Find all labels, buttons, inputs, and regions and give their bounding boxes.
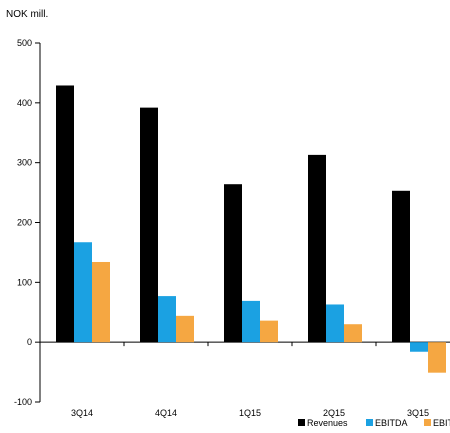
- y-tick-label: 100: [17, 277, 32, 287]
- x-tick-label: 4Q14: [155, 408, 177, 418]
- y-tick-label: 0: [27, 337, 32, 347]
- x-tick-label: 2Q15: [323, 408, 345, 418]
- bar-ebit-2q15: [344, 324, 362, 342]
- bar-ebitda-3q15: [410, 342, 428, 352]
- bar-revenues-3q14: [56, 85, 74, 342]
- bar-revenues-2q15: [308, 155, 326, 342]
- y-tick-label: 400: [17, 98, 32, 108]
- bar-ebit-3q15: [428, 342, 446, 373]
- bar-ebitda-1q15: [242, 301, 260, 342]
- y-tick-label: 300: [17, 158, 32, 168]
- legend-label-ebit: EBIT: [433, 418, 450, 428]
- bar-revenues-4q14: [140, 108, 158, 343]
- bar-revenues-1q15: [224, 184, 242, 342]
- bar-ebit-4q14: [176, 316, 194, 342]
- x-tick-label: 3Q15: [407, 408, 429, 418]
- y-tick-label: -100: [14, 397, 32, 407]
- legend-swatch-ebitda: [366, 419, 373, 426]
- x-tick-label: 1Q15: [239, 408, 261, 418]
- y-tick-label: 200: [17, 218, 32, 228]
- y-tick-label: 500: [17, 38, 32, 48]
- bar-revenues-3q15: [392, 191, 410, 342]
- bar-ebitda-3q14: [74, 242, 92, 342]
- bar-ebit-3q14: [92, 262, 110, 342]
- bar-ebitda-4q14: [158, 296, 176, 342]
- bar-ebit-1q15: [260, 321, 278, 343]
- legend-swatch-revenues: [298, 419, 305, 426]
- legend-swatch-ebit: [424, 419, 431, 426]
- legend-label-ebitda: EBITDA: [375, 418, 408, 428]
- bar-ebitda-2q15: [326, 304, 344, 342]
- x-tick-label: 3Q14: [71, 408, 93, 418]
- legend-label-revenues: Revenues: [307, 418, 348, 428]
